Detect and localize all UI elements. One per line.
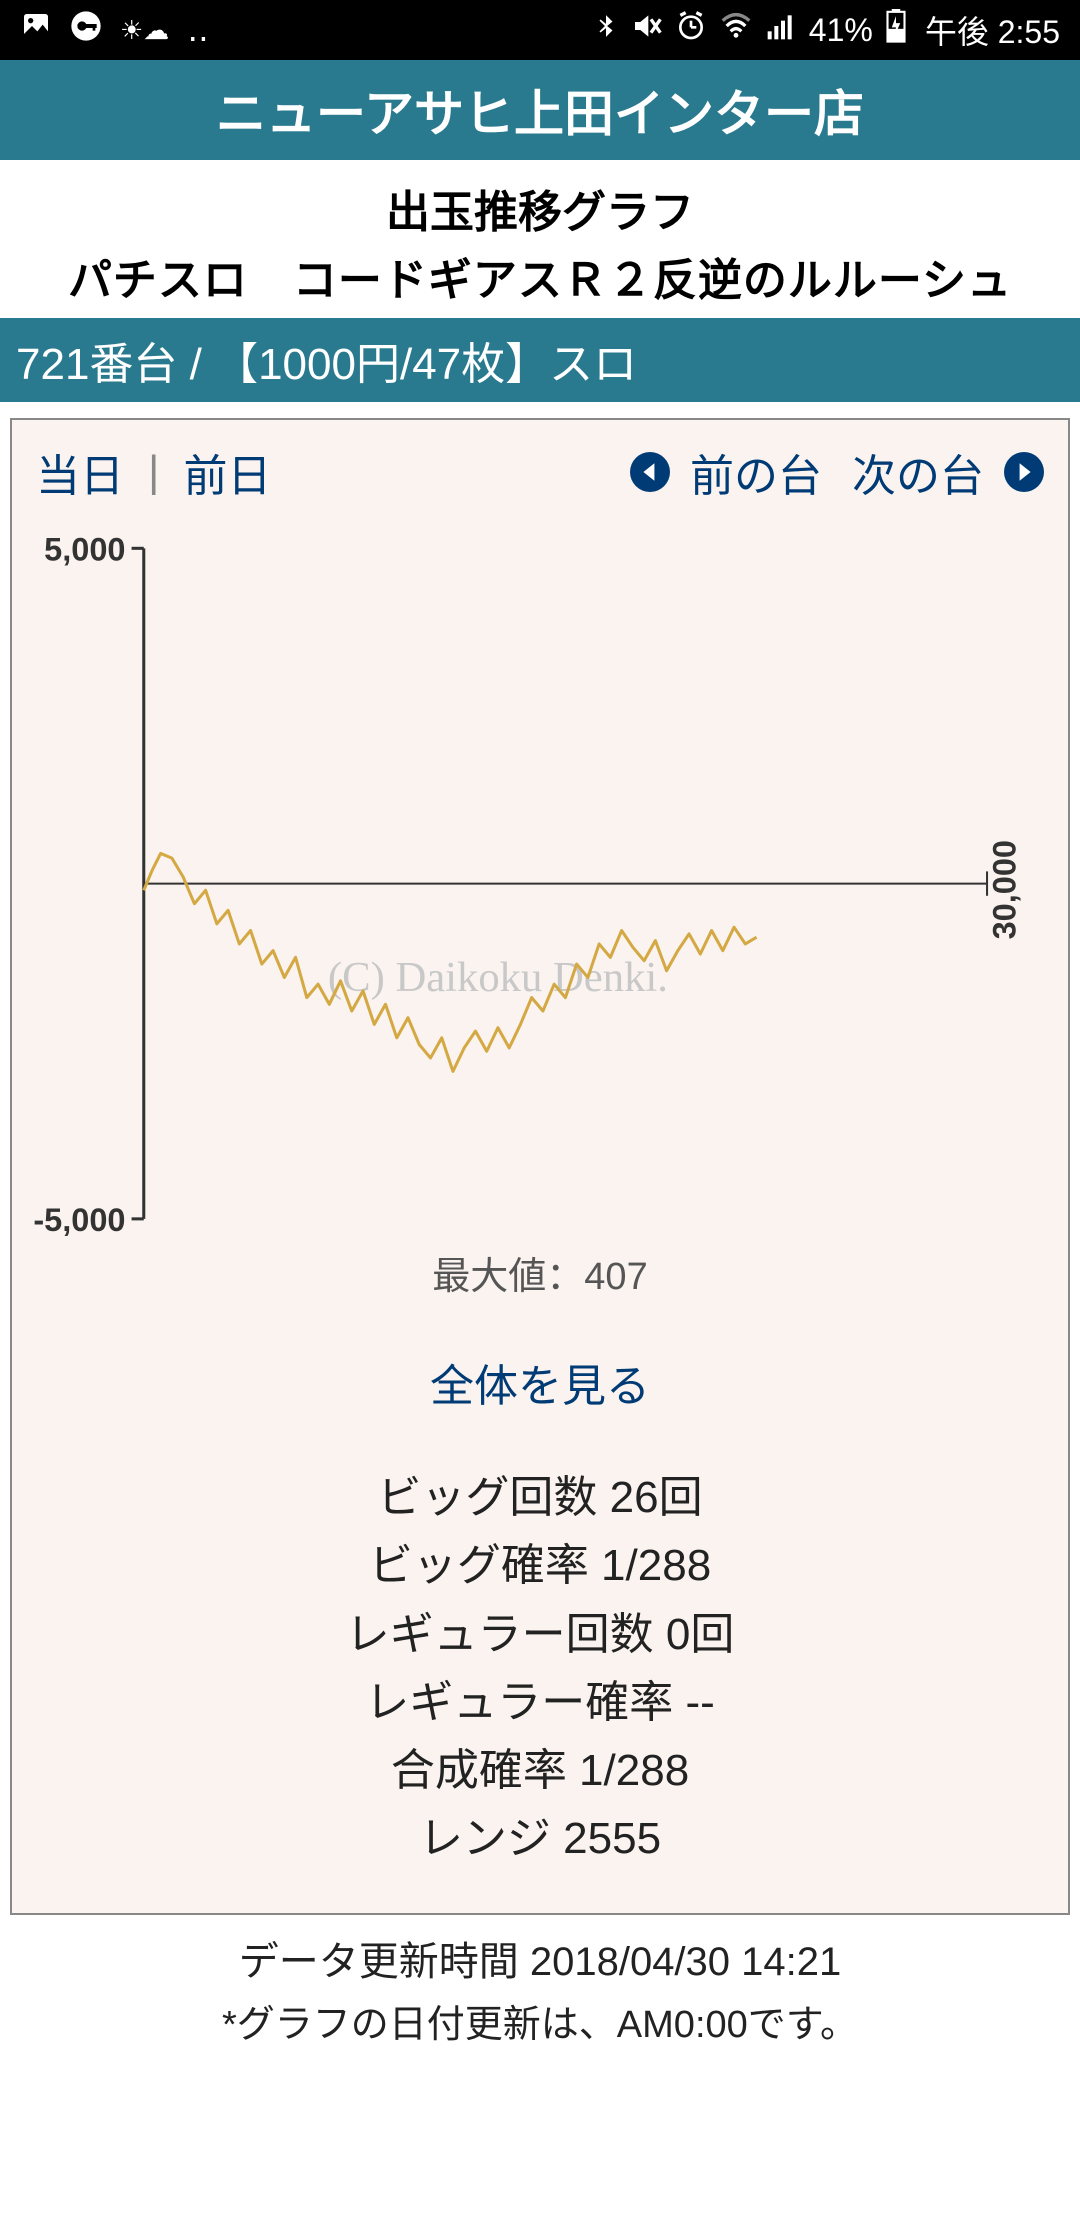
svg-text:-5,000: -5,000	[33, 1202, 125, 1238]
stat-reg-count: レギュラー回数 0回	[12, 1601, 1068, 1669]
stat-big-rate: ビッグ確率 1/288	[12, 1532, 1068, 1600]
prev-machine-link[interactable]: 前の台	[690, 440, 822, 504]
status-bar: ☀☁ ‥ 41% 午後 2:55	[0, 0, 1080, 60]
tab-prev-day[interactable]: 前日	[183, 440, 271, 504]
bluetooth-icon	[593, 10, 619, 50]
payout-chart: 5,000 -5,000 30,000 (C) Daikoku Denki.	[32, 528, 1048, 1239]
title-section: 出玉推移グラフ パチスロ コードギアスＲ２反逆のルルーシュ	[0, 160, 1080, 318]
tab-separator: |	[148, 447, 159, 497]
image-icon	[20, 10, 52, 50]
stat-reg-rate: レギュラー確率 --	[12, 1669, 1068, 1737]
key-icon	[70, 10, 102, 50]
battery-pct: 41%	[809, 12, 873, 49]
stats-block: ビッグ回数 26回 ビッグ確率 1/288 レギュラー回数 0回 レギュラー確率…	[12, 1464, 1068, 1913]
prev-arrow-icon[interactable]	[630, 452, 670, 492]
status-right: 41% 午後 2:55	[593, 7, 1060, 53]
nav-row: 当日 | 前日 前の台 次の台	[12, 420, 1068, 528]
next-arrow-icon[interactable]	[1004, 452, 1044, 492]
footer-note: *グラフの日付更新は、AM0:00です。	[0, 1993, 1080, 2048]
svg-text:(C) Daikoku Denki.: (C) Daikoku Denki.	[328, 954, 668, 1001]
svg-text:5,000: 5,000	[44, 532, 125, 568]
max-value-label: 最大値：407	[32, 1245, 1048, 1300]
graph-title: 出玉推移グラフ	[0, 176, 1080, 240]
battery-icon	[885, 9, 907, 51]
machine-bar-text: 721番台 / 【1000円/47枚】スロ	[16, 340, 637, 389]
stat-range: レンジ 2555	[12, 1805, 1068, 1873]
stat-big-count: ビッグ回数 26回	[12, 1464, 1068, 1532]
status-left: ☀☁ ‥	[20, 10, 213, 50]
view-all-link[interactable]: 全体を見る	[12, 1350, 1068, 1414]
nav-machines: 前の台 次の台	[630, 440, 1044, 504]
mute-icon	[631, 10, 663, 50]
weather-icon: ☀☁	[120, 15, 169, 46]
machine-name: パチスロ コードギアスＲ２反逆のルルーシュ	[0, 244, 1080, 308]
update-time: データ更新時間 2018/04/30 14:21	[0, 1929, 1080, 1987]
nav-tabs: 当日 | 前日	[36, 440, 271, 504]
store-name: ニューアサヒ上田インター店	[216, 86, 864, 142]
machine-bar: 721番台 / 【1000円/47枚】スロ	[0, 318, 1080, 402]
tab-today[interactable]: 当日	[36, 440, 124, 504]
clock-text: 午後 2:55	[925, 7, 1060, 53]
svg-text:30,000: 30,000	[986, 840, 1022, 939]
stat-combined-rate: 合成確率 1/288	[12, 1737, 1068, 1805]
next-machine-link[interactable]: 次の台	[852, 440, 984, 504]
alarm-icon	[675, 10, 707, 50]
chart-container: 5,000 -5,000 30,000 (C) Daikoku Denki. 最大値：…	[12, 528, 1068, 1300]
signal-icon	[765, 10, 797, 50]
content-frame: 当日 | 前日 前の台 次の台 5,000 -5,000 30,000 (C) Dai…	[10, 418, 1070, 1915]
store-header: ニューアサヒ上田インター店	[0, 60, 1080, 160]
wifi-icon	[719, 10, 753, 50]
dots-icon: ‥	[187, 11, 212, 49]
